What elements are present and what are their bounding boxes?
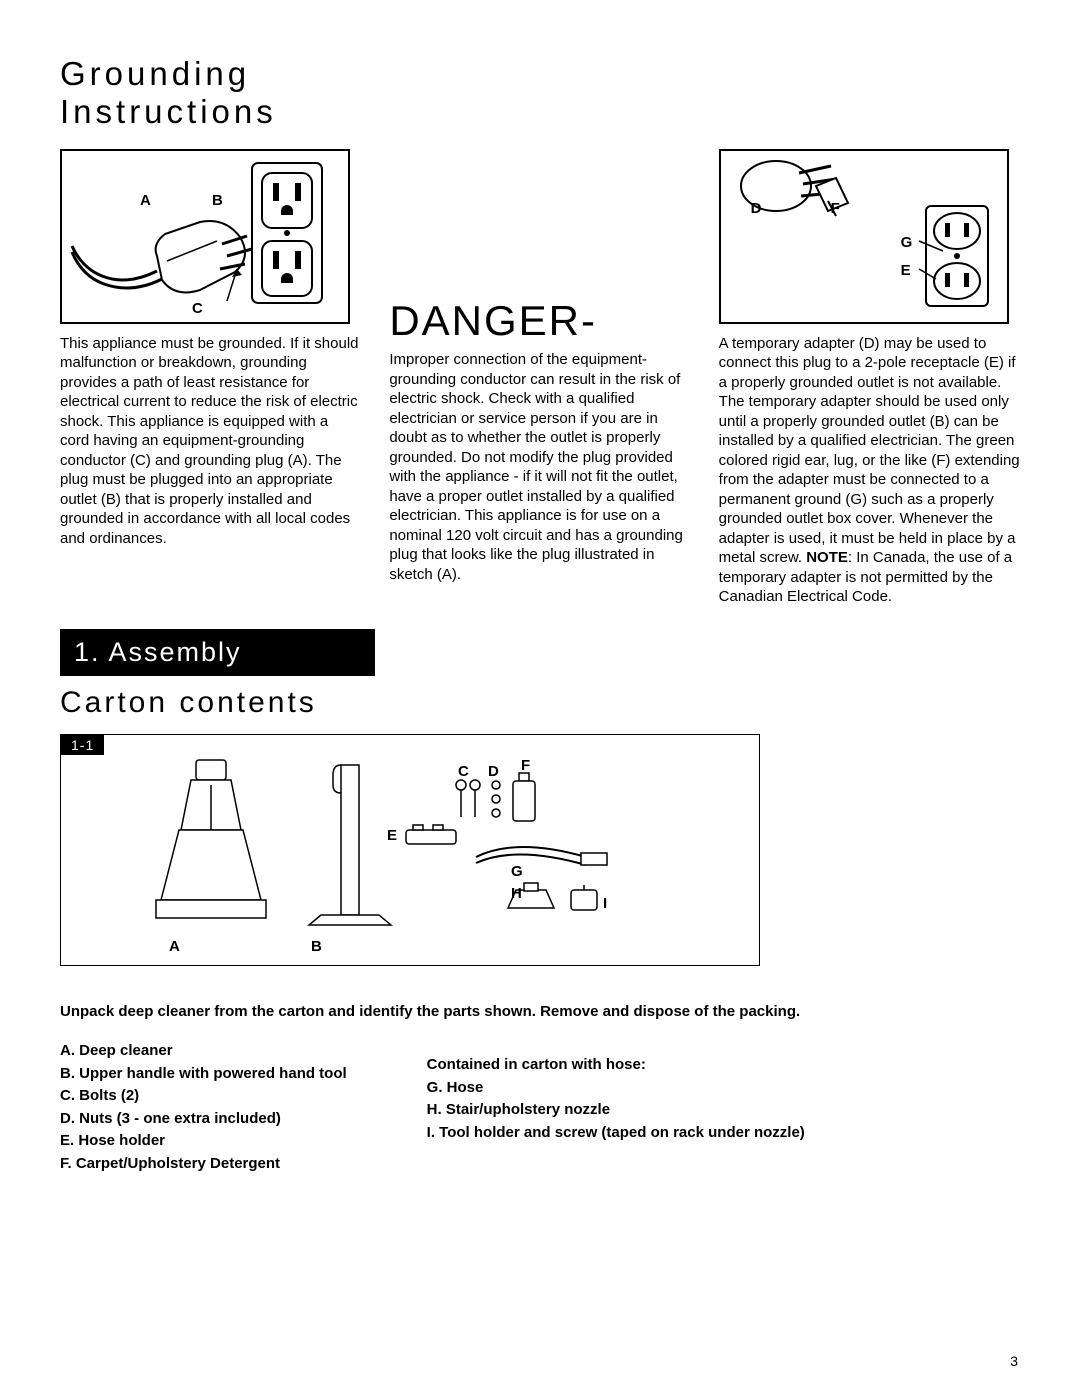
part-c: C. Bolts (2) <box>60 1085 347 1108</box>
carton-label-d: D <box>488 763 499 780</box>
fig2-label-e: E <box>901 261 911 281</box>
heading-line-1: Grounding <box>60 55 250 92</box>
parts-list-left: A. Deep cleaner B. Upper handle with pow… <box>60 1040 347 1175</box>
fig2-label-g: G <box>901 233 913 253</box>
carton-label-a: A <box>169 938 180 955</box>
carton-tag: 1-1 <box>61 735 104 755</box>
carton-label-c: C <box>458 763 469 780</box>
figure-plug-outlet: A B C <box>60 149 350 324</box>
parts-right-head: Contained in carton with hose: <box>427 1054 805 1077</box>
danger-heading: DANGER- <box>389 294 690 349</box>
parts-list-right: Contained in carton with hose: G. Hose H… <box>427 1054 805 1175</box>
carton-label-g: G <box>511 863 523 880</box>
carton-figure: 1-1 <box>60 734 760 966</box>
col3-text-a: A temporary adapter (D) may be used to c… <box>719 335 1020 567</box>
carton-label-b: B <box>311 938 322 955</box>
col3-text: A temporary adapter (D) may be used to c… <box>719 334 1020 607</box>
fig1-label-c: C <box>192 299 203 319</box>
carton-label-i: I <box>603 895 607 912</box>
parts-columns: A. Deep cleaner B. Upper handle with pow… <box>60 1040 1020 1175</box>
part-b: B. Upper handle with powered hand tool <box>60 1063 347 1086</box>
col1-text: This appliance must be grounded. If it s… <box>60 334 361 549</box>
part-i: I. Tool holder and screw (taped on rack … <box>427 1122 805 1145</box>
assembly-section-bar: 1. Assembly <box>60 629 375 676</box>
col-2: DANGER- Improper connection of the equip… <box>389 149 690 607</box>
part-f: F. Carpet/Upholstery Detergent <box>60 1153 347 1176</box>
page-number: 3 <box>1010 1353 1018 1369</box>
fig2-label-f: F <box>831 199 840 219</box>
part-d: D. Nuts (3 - one extra included) <box>60 1108 347 1131</box>
unpack-instruction: Unpack deep cleaner from the carton and … <box>60 1002 1020 1022</box>
part-e: E. Hose holder <box>60 1130 347 1153</box>
fig1-label-a: A <box>140 191 151 211</box>
carton-label-h: H <box>511 885 522 902</box>
grounding-heading: Grounding Instructions <box>60 55 1020 131</box>
part-a: A. Deep cleaner <box>60 1040 347 1063</box>
part-g: G. Hose <box>427 1077 805 1100</box>
carton-label-e: E <box>387 827 397 844</box>
figure-adapter: D F G E <box>719 149 1009 324</box>
grounding-columns: A B C This appliance must be grounded. I… <box>60 149 1020 607</box>
carton-label-f: F <box>521 757 530 774</box>
carton-contents-heading: Carton contents <box>60 686 1020 720</box>
heading-line-2: Instructions <box>60 93 277 130</box>
fig2-label-d: D <box>751 199 762 219</box>
part-h: H. Stair/upholstery nozzle <box>427 1099 805 1122</box>
col-3: D F G E A temporary adapter (D) may be u… <box>719 149 1020 607</box>
col2-text: Improper connection of the equipment-gro… <box>389 350 690 584</box>
col-1: A B C This appliance must be grounded. I… <box>60 149 361 607</box>
col3-note-label: NOTE <box>806 549 848 566</box>
fig1-label-b: B <box>212 191 223 211</box>
